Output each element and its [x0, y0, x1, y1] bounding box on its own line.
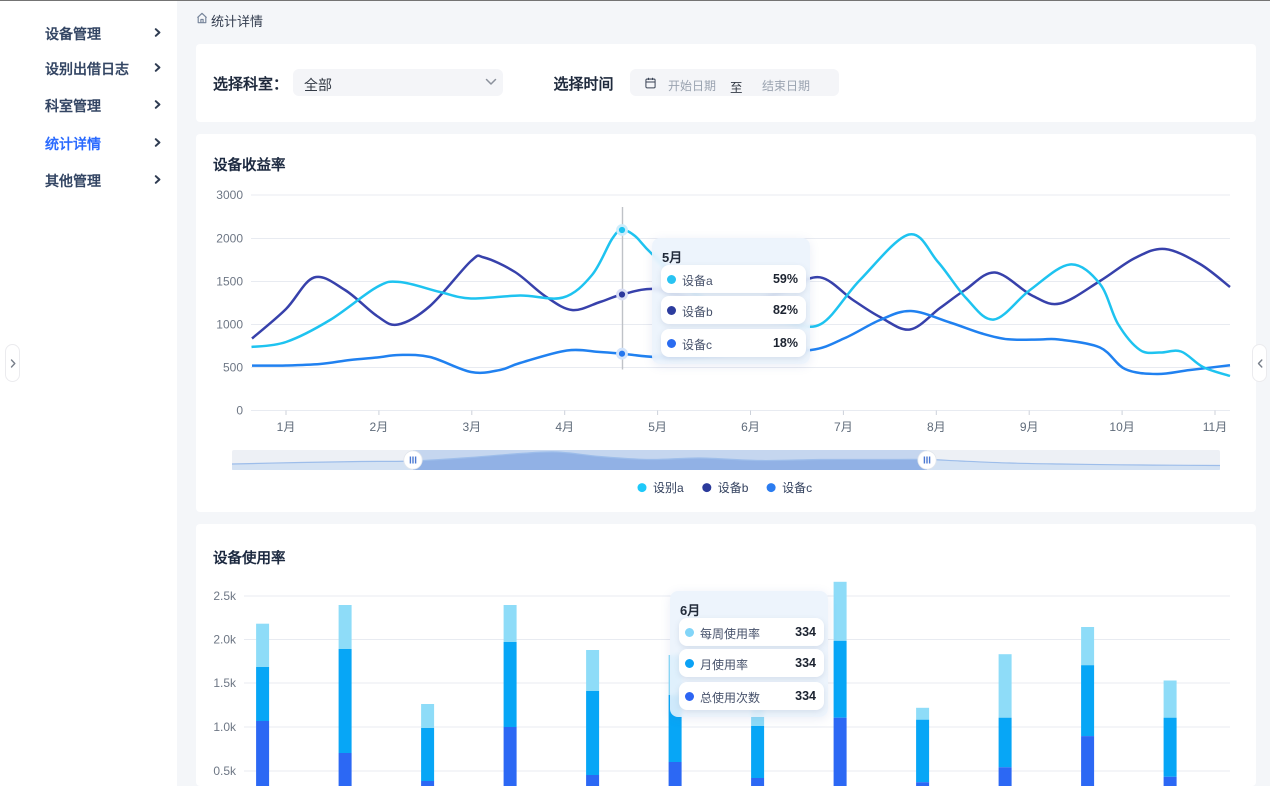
svg-text:5月: 5月 — [648, 420, 667, 434]
svg-text:500: 500 — [223, 361, 243, 375]
svg-text:设备c: 设备c — [782, 481, 812, 495]
svg-text:3月: 3月 — [462, 420, 481, 434]
svg-text:1500: 1500 — [216, 275, 243, 289]
svg-text:1月: 1月 — [277, 420, 296, 434]
svg-text:3000: 3000 — [216, 188, 243, 202]
svg-text:设别a: 设别a — [653, 481, 684, 495]
svg-text:0.5k: 0.5k — [213, 764, 237, 778]
svg-text:2000: 2000 — [216, 232, 243, 246]
svg-text:6月: 6月 — [741, 420, 760, 434]
svg-text:设备b: 设备b — [718, 481, 749, 495]
svg-text:2.5k: 2.5k — [213, 589, 237, 603]
svg-text:1.5k: 1.5k — [213, 676, 237, 690]
svg-text:11月: 11月 — [1203, 420, 1227, 434]
svg-text:1.0k: 1.0k — [213, 720, 237, 734]
svg-text:0: 0 — [236, 404, 243, 418]
svg-text:9月: 9月 — [1020, 420, 1039, 434]
svg-text:2.0k: 2.0k — [213, 633, 237, 647]
svg-text:10月: 10月 — [1109, 420, 1134, 434]
svg-text:7月: 7月 — [834, 420, 853, 434]
svg-text:2月: 2月 — [370, 420, 389, 434]
svg-text:8月: 8月 — [927, 420, 946, 434]
svg-text:1000: 1000 — [216, 318, 243, 332]
svg-text:4月: 4月 — [555, 420, 574, 434]
